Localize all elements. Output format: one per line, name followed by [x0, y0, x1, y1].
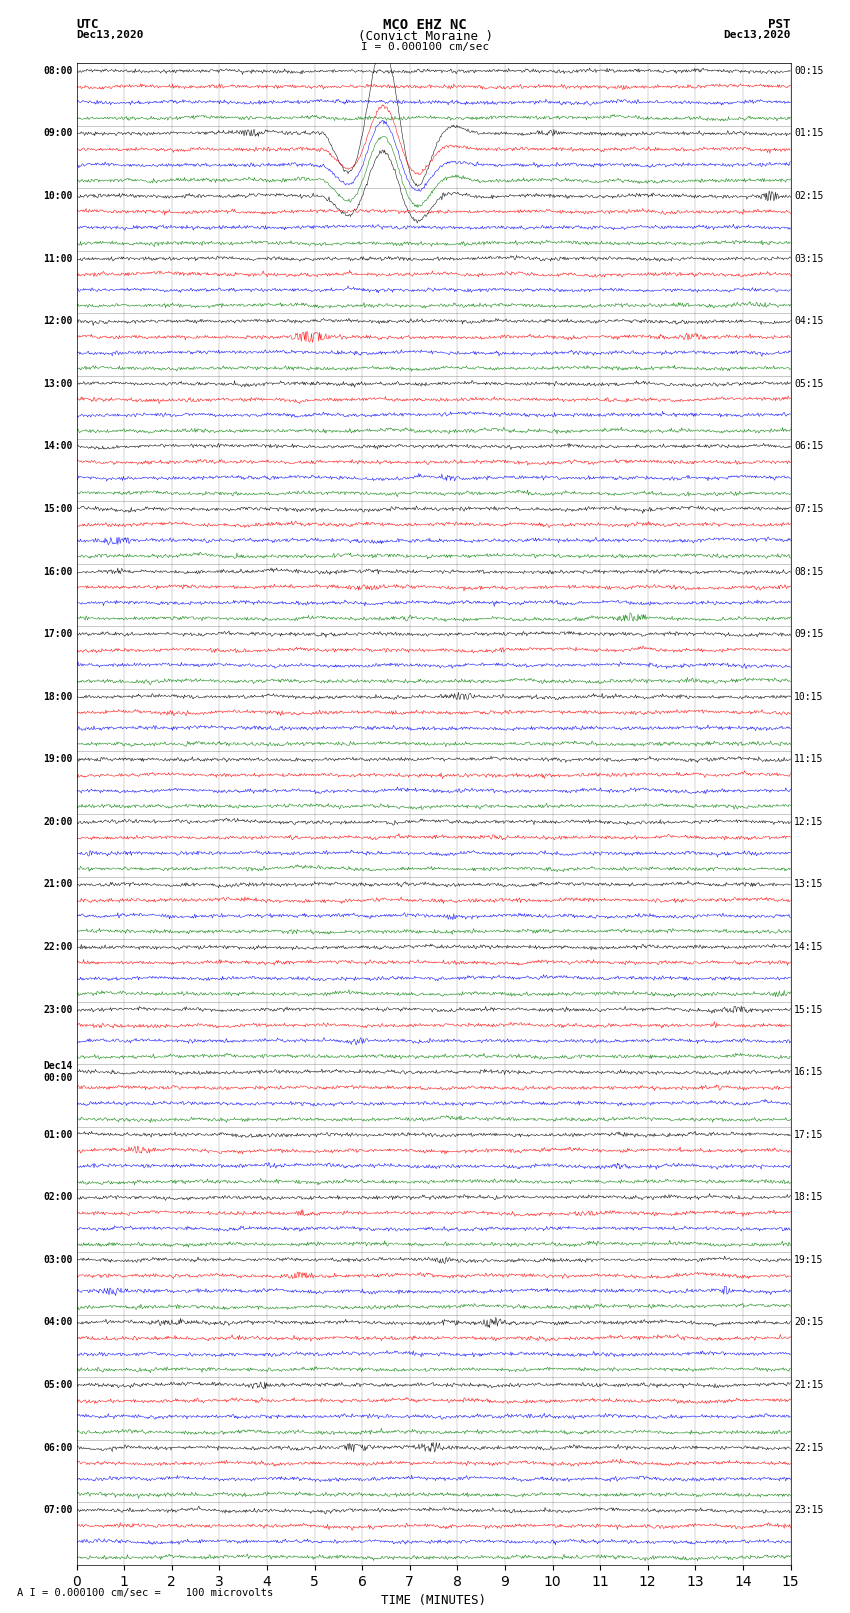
Text: 03:15: 03:15: [794, 253, 824, 263]
Text: 13:00: 13:00: [43, 379, 73, 389]
Text: 05:15: 05:15: [794, 379, 824, 389]
Text: 16:00: 16:00: [43, 566, 73, 576]
Text: 16:15: 16:15: [794, 1068, 824, 1077]
Text: 03:00: 03:00: [43, 1255, 73, 1265]
Text: MCO EHZ NC: MCO EHZ NC: [383, 18, 467, 32]
Text: 05:00: 05:00: [43, 1381, 73, 1390]
Text: 10:15: 10:15: [794, 692, 824, 702]
Text: 00:15: 00:15: [794, 66, 824, 76]
Text: A I = 0.000100 cm/sec =    100 microvolts: A I = 0.000100 cm/sec = 100 microvolts: [17, 1589, 273, 1598]
Text: 01:15: 01:15: [794, 129, 824, 139]
Text: 06:00: 06:00: [43, 1442, 73, 1453]
Text: Dec13,2020: Dec13,2020: [723, 31, 791, 40]
Text: UTC: UTC: [76, 18, 99, 31]
Text: 20:00: 20:00: [43, 816, 73, 827]
Text: 20:15: 20:15: [794, 1318, 824, 1327]
Text: 04:00: 04:00: [43, 1318, 73, 1327]
Text: Dec13,2020: Dec13,2020: [76, 31, 144, 40]
Text: Dec14
00:00: Dec14 00:00: [43, 1061, 73, 1082]
Text: 12:00: 12:00: [43, 316, 73, 326]
Text: 18:15: 18:15: [794, 1192, 824, 1202]
Text: 09:00: 09:00: [43, 129, 73, 139]
Text: 21:00: 21:00: [43, 879, 73, 889]
Text: 19:00: 19:00: [43, 755, 73, 765]
Text: 14:15: 14:15: [794, 942, 824, 952]
Text: 08:15: 08:15: [794, 566, 824, 576]
Text: PST: PST: [768, 18, 790, 31]
Text: 12:15: 12:15: [794, 816, 824, 827]
Text: 14:00: 14:00: [43, 442, 73, 452]
Text: 06:15: 06:15: [794, 442, 824, 452]
Text: 17:15: 17:15: [794, 1129, 824, 1140]
Text: 11:00: 11:00: [43, 253, 73, 263]
Text: 21:15: 21:15: [794, 1381, 824, 1390]
Text: 11:15: 11:15: [794, 755, 824, 765]
Text: 08:00: 08:00: [43, 66, 73, 76]
Text: 17:00: 17:00: [43, 629, 73, 639]
Text: 04:15: 04:15: [794, 316, 824, 326]
Text: 02:15: 02:15: [794, 190, 824, 202]
Text: 18:00: 18:00: [43, 692, 73, 702]
Text: 22:00: 22:00: [43, 942, 73, 952]
Text: 19:15: 19:15: [794, 1255, 824, 1265]
Text: 13:15: 13:15: [794, 879, 824, 889]
Text: 10:00: 10:00: [43, 190, 73, 202]
Text: 22:15: 22:15: [794, 1442, 824, 1453]
Text: I = 0.000100 cm/sec: I = 0.000100 cm/sec: [361, 42, 489, 52]
X-axis label: TIME (MINUTES): TIME (MINUTES): [381, 1594, 486, 1607]
Text: 23:00: 23:00: [43, 1005, 73, 1015]
Text: 07:15: 07:15: [794, 503, 824, 515]
Text: 23:15: 23:15: [794, 1505, 824, 1515]
Text: 01:00: 01:00: [43, 1129, 73, 1140]
Text: 15:15: 15:15: [794, 1005, 824, 1015]
Text: 15:00: 15:00: [43, 503, 73, 515]
Text: 07:00: 07:00: [43, 1505, 73, 1515]
Text: 02:00: 02:00: [43, 1192, 73, 1202]
Text: 09:15: 09:15: [794, 629, 824, 639]
Text: (Convict Moraine ): (Convict Moraine ): [358, 31, 492, 44]
